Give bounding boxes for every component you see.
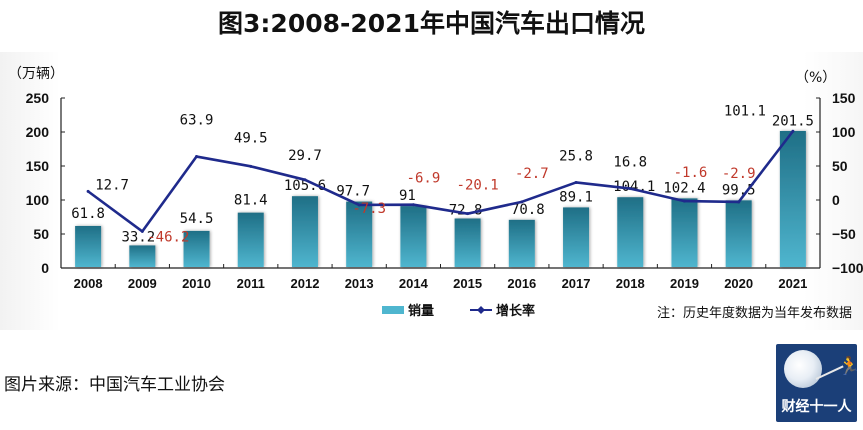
growth-point-2015 [466,212,470,216]
publisher-logo: 🏃 财经十一人 [776,344,857,422]
bar-value-label: 201.5 [772,113,814,129]
logo-text: 财经十一人 [781,399,852,415]
bar-2010 [183,230,210,267]
bar-value-label: 72.8 [449,202,483,218]
bar-2013 [346,201,373,267]
bar-2012 [291,196,318,267]
bar-2009 [129,245,156,267]
bar-value-label: 102.4 [663,180,705,196]
x-tick-label: 2016 [507,276,536,291]
growth-value-label: 101.1 [724,103,766,119]
growth-value-label: 63.9 [180,113,214,129]
growth-value-label: -1.6 [674,165,708,181]
legend-label-sales: 销量 [408,303,434,319]
bar-2019 [671,198,698,267]
left-tick-label: 50 [33,226,49,242]
growth-value-label: -6.9 [407,171,441,187]
legend-label-growth: 增长率 [496,303,535,319]
growth-value-label: 49.5 [234,130,268,146]
right-tick-label: −100 [832,260,863,276]
bar-2020 [725,200,752,267]
right-tick-label: 100 [832,124,856,140]
growth-point-2021 [791,129,795,133]
growth-point-2016 [520,200,524,204]
right-tick-label: −50 [832,226,856,242]
growth-value-label: 25.8 [559,148,593,164]
growth-point-2019 [682,199,686,203]
growth-value-label: -20.1 [457,178,499,194]
growth-point-2008 [86,189,90,193]
runner-icon: 🏃 [838,356,857,377]
x-tick-label: 2015 [453,276,482,291]
left-tick-label: 100 [26,192,50,208]
growth-value-label: -2.9 [722,166,756,182]
bar-value-label: 97.7 [336,184,370,200]
bar-value-label: 105.6 [284,178,326,194]
bar-2008 [75,225,102,267]
bar-value-label: 61.8 [71,206,105,222]
left-axis-unit: （万辆） [8,66,64,82]
globe-icon [784,350,822,388]
growth-value-label: -2.7 [515,166,549,182]
bar-value-label: 99.5 [722,182,756,198]
x-tick-label: 2014 [399,276,429,291]
bar-value-label: 81.4 [234,193,268,209]
growth-point-2010 [195,155,199,159]
x-tick-label: 2010 [182,276,211,291]
bar-value-label: 33.2 [121,229,155,245]
bar-2018 [617,197,644,267]
bar-2017 [563,207,590,267]
growth-point-2011 [249,164,253,168]
bar-2016 [508,219,535,267]
legend-diamond-marker [477,306,485,314]
growth-value-label: -46.2 [147,229,189,245]
bar-value-label: 91 [399,188,416,204]
bar-value-label: 70.8 [511,202,545,218]
x-tick-label: 2008 [74,276,103,291]
growth-point-2013 [357,203,361,207]
growth-point-2014 [411,203,415,207]
left-tick-label: 0 [41,260,49,276]
bar-2021 [779,130,806,267]
growth-value-label: 12.7 [95,177,129,193]
legend-bar-swatch [382,306,404,314]
bar-value-label: 54.5 [180,211,214,227]
chart-note: 注：历史年度数据为当年发布数据 [657,305,852,321]
growth-point-2017 [574,180,578,184]
x-tick-label: 2009 [128,276,157,291]
x-tick-label: 2020 [724,276,753,291]
growth-value-label: 16.8 [613,155,647,171]
growth-value-label: 29.7 [288,148,322,164]
right-tick-label: 150 [832,90,856,106]
growth-point-2018 [628,187,632,191]
right-tick-label: 0 [832,192,840,208]
bar-2011 [237,212,264,267]
x-tick-label: 2018 [616,276,645,291]
x-tick-label: 2011 [237,276,265,291]
left-tick-label: 150 [26,158,50,174]
growth-point-2012 [303,178,307,182]
x-tick-label: 2019 [670,276,699,291]
x-tick-label: 2012 [291,276,320,291]
chart-background [0,52,863,330]
growth-rate-line [87,130,794,233]
left-tick-label: 250 [26,90,50,106]
x-tick-label: 2017 [562,276,591,291]
growth-value-label: -7.3 [352,201,386,217]
growth-point-2009 [140,229,144,233]
chart-title: 图3:2008-2021年中国汽车出口情况 [218,9,645,38]
source-caption: 图片来源：中国汽车工业协会 [4,375,225,395]
bar-2014 [400,206,427,267]
growth-point-2020 [737,200,741,204]
left-tick-label: 200 [26,124,50,140]
right-axis-unit: （%） [795,70,836,86]
x-tick-label: 2021 [778,276,807,291]
bar-value-label: 89.1 [559,189,593,205]
bar-2015 [454,218,481,267]
right-tick-label: 50 [832,158,848,174]
x-tick-label: 2013 [345,276,374,291]
